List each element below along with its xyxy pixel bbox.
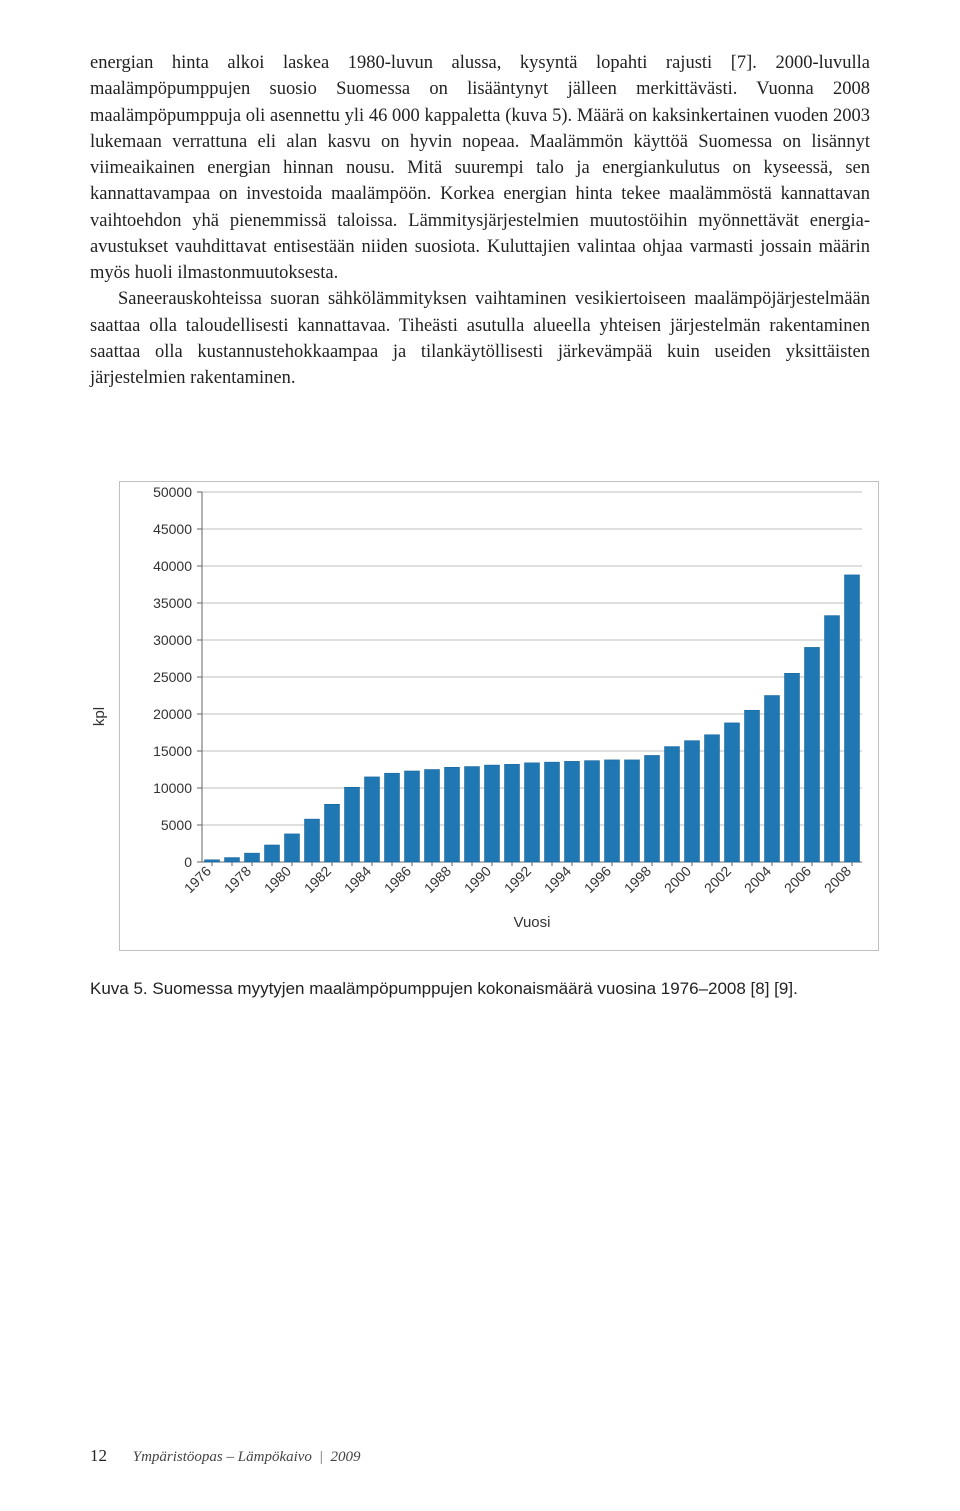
bar-chart: 0 5000 10000 15000 20000 25000 30000 35000 40000…	[120, 482, 880, 952]
svg-text:2002: 2002	[701, 863, 734, 896]
svg-text:1992: 1992	[501, 863, 534, 896]
svg-text:35000: 35000	[153, 595, 192, 611]
svg-text:30000: 30000	[153, 632, 192, 648]
page-footer: 12 Ympäristöopas – Lämpökaivo | 2009	[90, 1446, 360, 1466]
svg-text:1978: 1978	[221, 863, 254, 896]
svg-text:2004: 2004	[741, 863, 774, 896]
svg-text:15000: 15000	[153, 743, 192, 759]
svg-text:Vuosi: Vuosi	[514, 914, 551, 931]
chart-container: 0 5000 10000 15000 20000 25000 30000 35000 40000…	[119, 481, 879, 951]
svg-text:45000: 45000	[153, 521, 192, 537]
svg-text:2006: 2006	[781, 863, 814, 896]
page-number: 12	[90, 1446, 107, 1465]
svg-text:2000: 2000	[661, 863, 694, 896]
svg-text:1998: 1998	[621, 863, 654, 896]
svg-text:1986: 1986	[381, 863, 414, 896]
svg-text:1996: 1996	[581, 863, 614, 896]
svg-text:20000: 20000	[153, 706, 192, 722]
body-paragraph-2: Saneerauskohteissa suoran sähkölämmityks…	[90, 286, 870, 391]
figure-caption: Kuva 5. Suomessa myytyjen maalämpöpumppu…	[90, 979, 870, 999]
y-axis-title: kpl	[91, 707, 108, 726]
chart-block: kpl 0 5000 10000 15000 20000 25000 30000 35000 4…	[90, 481, 870, 951]
svg-text:1984: 1984	[341, 863, 374, 896]
svg-text:25000: 25000	[153, 669, 192, 685]
body-paragraph-1: energian hinta alkoi laskea 1980-luvun a…	[90, 50, 870, 286]
svg-text:50000: 50000	[153, 484, 192, 500]
svg-text:10000: 10000	[153, 780, 192, 796]
footer-sep: |	[320, 1449, 323, 1465]
footer-title: Ympäristöopas – Lämpökaivo	[133, 1449, 312, 1465]
svg-text:1994: 1994	[541, 863, 574, 896]
svg-text:1988: 1988	[421, 863, 454, 896]
svg-text:1980: 1980	[261, 863, 294, 896]
svg-text:40000: 40000	[153, 558, 192, 574]
svg-text:1990: 1990	[461, 863, 494, 896]
svg-text:2008: 2008	[821, 863, 854, 896]
svg-text:5000: 5000	[161, 817, 192, 833]
footer-year: 2009	[330, 1449, 360, 1465]
svg-text:0: 0	[184, 854, 192, 870]
svg-text:1982: 1982	[301, 863, 334, 896]
